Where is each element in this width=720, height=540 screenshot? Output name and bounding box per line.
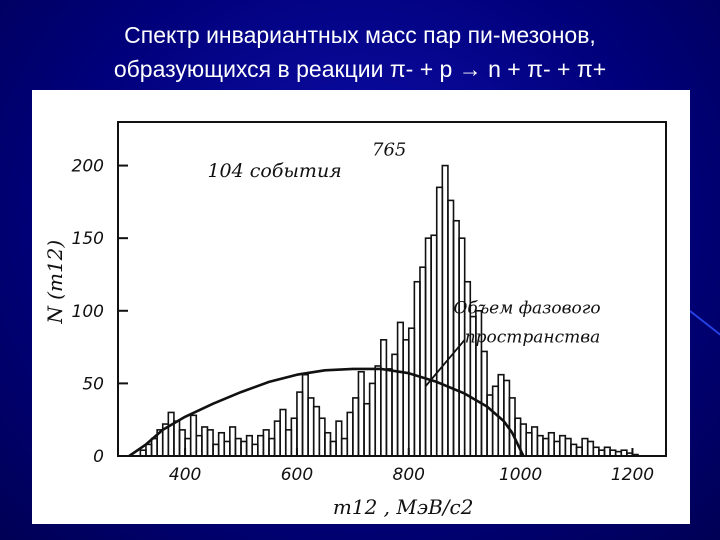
histogram-bin bbox=[525, 431, 533, 457]
histogram-bin bbox=[212, 443, 220, 457]
histogram-bin bbox=[189, 414, 198, 457]
histogram-bin bbox=[284, 429, 293, 457]
histogram-bin bbox=[441, 164, 449, 457]
x-axis-label: m12 , МэВ/с2 bbox=[333, 495, 474, 519]
y-tick-label: 200 bbox=[72, 157, 104, 177]
histogram-bin bbox=[570, 443, 578, 457]
histogram-bin bbox=[553, 440, 561, 457]
histogram-bin bbox=[229, 426, 237, 457]
y-tick-label: 50 bbox=[82, 374, 104, 394]
histogram-bin bbox=[251, 443, 259, 457]
histogram-bin bbox=[296, 391, 304, 457]
histogram-bin bbox=[223, 440, 231, 457]
histogram-bin bbox=[424, 237, 432, 457]
histogram-bin bbox=[503, 379, 511, 457]
histogram-bin bbox=[346, 411, 354, 457]
phase-space-label-line2: пространства bbox=[465, 328, 601, 348]
x-tick-label: 1200 bbox=[611, 465, 654, 485]
histogram-bin bbox=[402, 339, 410, 457]
histogram-bin bbox=[173, 420, 181, 457]
x-tick-label: 400 bbox=[169, 465, 201, 485]
y-tick-label: 150 bbox=[72, 229, 104, 249]
histogram-bin bbox=[536, 434, 544, 457]
histogram-bin bbox=[558, 434, 567, 457]
histogram-bin bbox=[396, 321, 404, 457]
histogram-bin bbox=[167, 411, 175, 457]
histogram-bin bbox=[318, 417, 326, 457]
histogram-bin bbox=[195, 434, 203, 457]
histogram-bin bbox=[491, 385, 500, 457]
phase-space-pointer bbox=[424, 339, 466, 387]
histogram-bin bbox=[530, 426, 539, 457]
histogram-bin bbox=[581, 437, 589, 457]
histogram-bin bbox=[374, 365, 382, 457]
histogram-bin bbox=[324, 431, 332, 457]
histogram-bin bbox=[380, 339, 388, 457]
histogram-bin bbox=[419, 266, 427, 457]
histogram-bin bbox=[447, 199, 455, 457]
histogram-bin bbox=[279, 408, 287, 457]
histogram-bin bbox=[452, 219, 460, 457]
y-axis-label: N (m12) bbox=[43, 240, 67, 325]
x-tick-label: 600 bbox=[281, 465, 313, 485]
histogram-bin bbox=[435, 186, 444, 457]
histogram-bin bbox=[603, 446, 611, 457]
histogram-bin bbox=[592, 446, 600, 457]
histogram-bin bbox=[413, 280, 421, 457]
x-tick-label: 1000 bbox=[499, 465, 542, 485]
events-annotation: 104 события bbox=[207, 160, 341, 182]
y-tick-label: 0 bbox=[93, 447, 104, 467]
phase-space-label-line1: Объем фазового bbox=[454, 299, 601, 319]
histogram-bin bbox=[586, 440, 595, 457]
histogram-bin bbox=[301, 373, 309, 457]
histogram-bin bbox=[340, 437, 349, 457]
histogram-bin bbox=[547, 431, 555, 457]
histogram-bin bbox=[357, 370, 365, 457]
histogram-figure: 0 50 100 150 200 400 600 800 1000 1200 104 событи… bbox=[32, 90, 690, 524]
histogram-bin bbox=[542, 437, 550, 457]
histogram-bin bbox=[206, 429, 214, 457]
histogram-bin bbox=[150, 437, 158, 457]
histogram-bin bbox=[352, 397, 360, 457]
histogram-bin bbox=[486, 394, 494, 457]
histogram-bin bbox=[614, 450, 623, 457]
y-tick-label: 100 bbox=[72, 302, 104, 322]
histogram-bin bbox=[201, 426, 209, 457]
peak-annotation: 765 bbox=[372, 139, 406, 160]
histogram-bin bbox=[312, 405, 321, 457]
histogram-bin bbox=[268, 437, 276, 457]
histogram-bin bbox=[385, 368, 393, 457]
title-line-1: Спектр инвариантных масс пар пи-мезонов, bbox=[124, 22, 596, 48]
histogram-bin bbox=[245, 434, 254, 457]
histogram-bin bbox=[631, 453, 639, 457]
x-tick-label: 800 bbox=[393, 465, 425, 485]
histogram-bin bbox=[145, 443, 153, 457]
slide-title: Спектр инвариантных масс пар пи-мезонов,… bbox=[0, 18, 720, 86]
reaction-formula: π- + p → n + π- + π+ bbox=[389, 56, 607, 82]
title-line-2-text: образующихся в реакции bbox=[113, 56, 390, 82]
histogram-bin bbox=[564, 437, 572, 457]
title-line-2: образующихся в реакции π- + p → n + π- +… bbox=[0, 52, 720, 86]
histogram-bin bbox=[329, 440, 337, 457]
histogram-bin bbox=[256, 434, 265, 457]
histogram-bin bbox=[273, 420, 281, 457]
histogram-bin bbox=[368, 382, 377, 457]
histogram-bin bbox=[430, 234, 438, 457]
histogram-bin bbox=[240, 440, 248, 457]
histogram-bin bbox=[363, 402, 371, 457]
histogram-bin bbox=[217, 431, 226, 457]
histogram-chart: 0 50 100 150 200 400 600 800 1000 1200 104 событи… bbox=[43, 121, 667, 519]
phase-space-curve bbox=[128, 367, 525, 458]
histogram-bin bbox=[407, 327, 416, 457]
histogram-bin bbox=[234, 437, 242, 457]
histogram-bin bbox=[262, 429, 270, 457]
histogram-bin bbox=[335, 420, 343, 457]
histogram-bin bbox=[508, 397, 516, 457]
histogram-bin bbox=[575, 446, 583, 457]
histogram-bin bbox=[307, 397, 315, 457]
